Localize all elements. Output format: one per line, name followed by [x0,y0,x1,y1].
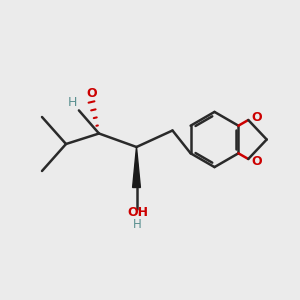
Text: OH: OH [128,206,148,220]
Text: O: O [251,155,262,168]
Text: O: O [86,86,97,100]
Text: H: H [133,218,142,232]
Text: O: O [251,111,262,124]
Text: H: H [67,96,77,109]
Polygon shape [133,147,140,188]
